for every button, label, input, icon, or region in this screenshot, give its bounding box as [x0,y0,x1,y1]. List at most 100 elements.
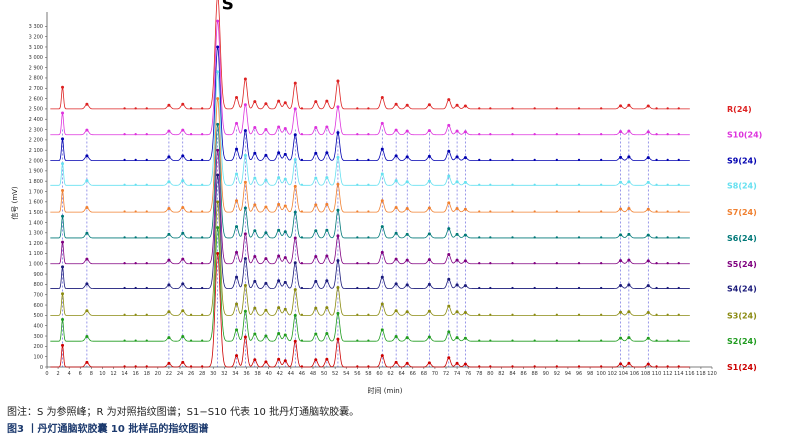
minor-peak-marker [356,262,359,265]
peak-marker [216,97,220,101]
x-tick-label: 80 [487,371,493,377]
peak-marker [253,332,257,336]
peak-marker [314,279,318,283]
minor-peak-marker [145,365,148,368]
minor-peak-marker [189,262,193,265]
peak-marker [336,337,340,341]
y-tick-label: 3 000 [29,55,43,61]
peak-marker [283,101,287,105]
y-tick-label: 2 600 [29,96,43,102]
peak-marker [264,257,268,261]
figure-note: 图注：S 为参照峰；R 为对照指纹图谱；S1−S10 代表 10 批丹灯通脑软胶… [7,407,360,418]
minor-peak-marker [356,339,359,342]
peak-marker [264,281,268,285]
x-tick-label: 26 [188,371,194,377]
peak-marker [427,179,431,183]
minor-peak-marker [666,107,669,110]
y-tick-label: 2 900 [29,65,43,71]
peak-marker [619,336,623,340]
minor-peak-marker [300,262,304,265]
peak-marker [243,129,247,133]
peak-marker [216,251,220,255]
y-tick-label: 3 300 [29,24,43,30]
peak-marker [277,151,281,155]
y-tick-label: 1 200 [29,241,43,247]
peak-marker [447,277,451,281]
minor-peak-marker [655,210,658,213]
minor-peak-marker [600,262,603,265]
y-tick-label: 1 000 [29,262,43,268]
x-tick-label: 38 [254,371,260,377]
minor-peak-marker [677,339,680,342]
x-tick-label: 8 [90,371,93,377]
minor-peak-marker [600,107,603,110]
peak-marker [427,103,431,107]
x-tick-label: 106 [630,371,640,377]
peak-marker [293,313,297,317]
peak-marker [293,157,297,161]
y-tick-label: 600 [33,303,43,309]
peak-marker [61,343,65,347]
peak-marker [253,151,257,155]
minor-peak-marker [145,210,148,213]
peak-marker [394,257,398,261]
series-label: S4(24) [727,285,757,294]
peak-marker [405,129,409,133]
peak-marker [646,362,650,366]
y-tick-label: 1 100 [29,251,43,257]
minor-peak-marker [489,236,492,239]
peak-marker [380,354,384,358]
peak-marker [427,206,431,210]
minor-peak-marker [577,365,581,368]
minor-peak-marker [555,107,558,110]
minor-peak-marker [577,158,581,162]
minor-peak-marker [300,236,304,239]
peak-marker [627,180,631,184]
series-label: S10(24) [727,131,762,140]
peak-marker [394,179,398,183]
minor-peak-marker [478,262,481,265]
peak-marker [235,96,239,100]
peak-marker [283,280,287,284]
peak-marker [181,179,185,183]
y-tick-label: 800 [33,282,43,288]
peak-marker [619,155,623,159]
minor-peak-marker [577,262,581,265]
x-tick-label: 78 [476,371,482,377]
minor-peak-marker [677,107,680,110]
x-tick-label: 60 [376,371,382,377]
minor-peak-marker [511,107,514,110]
minor-peak-marker [555,133,558,136]
minor-peak-marker [134,183,137,186]
peak-marker [336,208,340,212]
minor-peak-marker [533,286,536,290]
minor-peak-marker [577,286,581,290]
trace-S8(24) [50,71,690,186]
minor-peak-marker [478,339,481,342]
x-tick-label: 12 [110,371,116,377]
peak-marker [380,96,384,100]
peak-marker [336,105,340,109]
minor-peak-marker [134,313,137,316]
peak-marker [243,232,247,236]
peak-marker [463,310,467,314]
peak-marker [394,102,398,106]
minor-peak-marker [478,158,481,162]
peak-marker [380,250,384,254]
x-tick-label: 94 [565,371,571,377]
minor-peak-marker [478,133,481,136]
peak-marker [167,361,171,365]
peak-marker [61,292,65,296]
peak-marker [243,257,247,261]
peak-marker [325,125,329,129]
peak-marker [627,232,631,236]
minor-peak-marker [677,183,680,186]
y-tick-label: 1 300 [29,231,43,237]
peak-marker [463,104,467,108]
peak-marker [235,354,239,358]
peak-marker [619,130,623,134]
x-tick-label: 68 [421,371,427,377]
peak-marker [283,204,287,208]
x-tick-label: 2 [56,371,59,377]
